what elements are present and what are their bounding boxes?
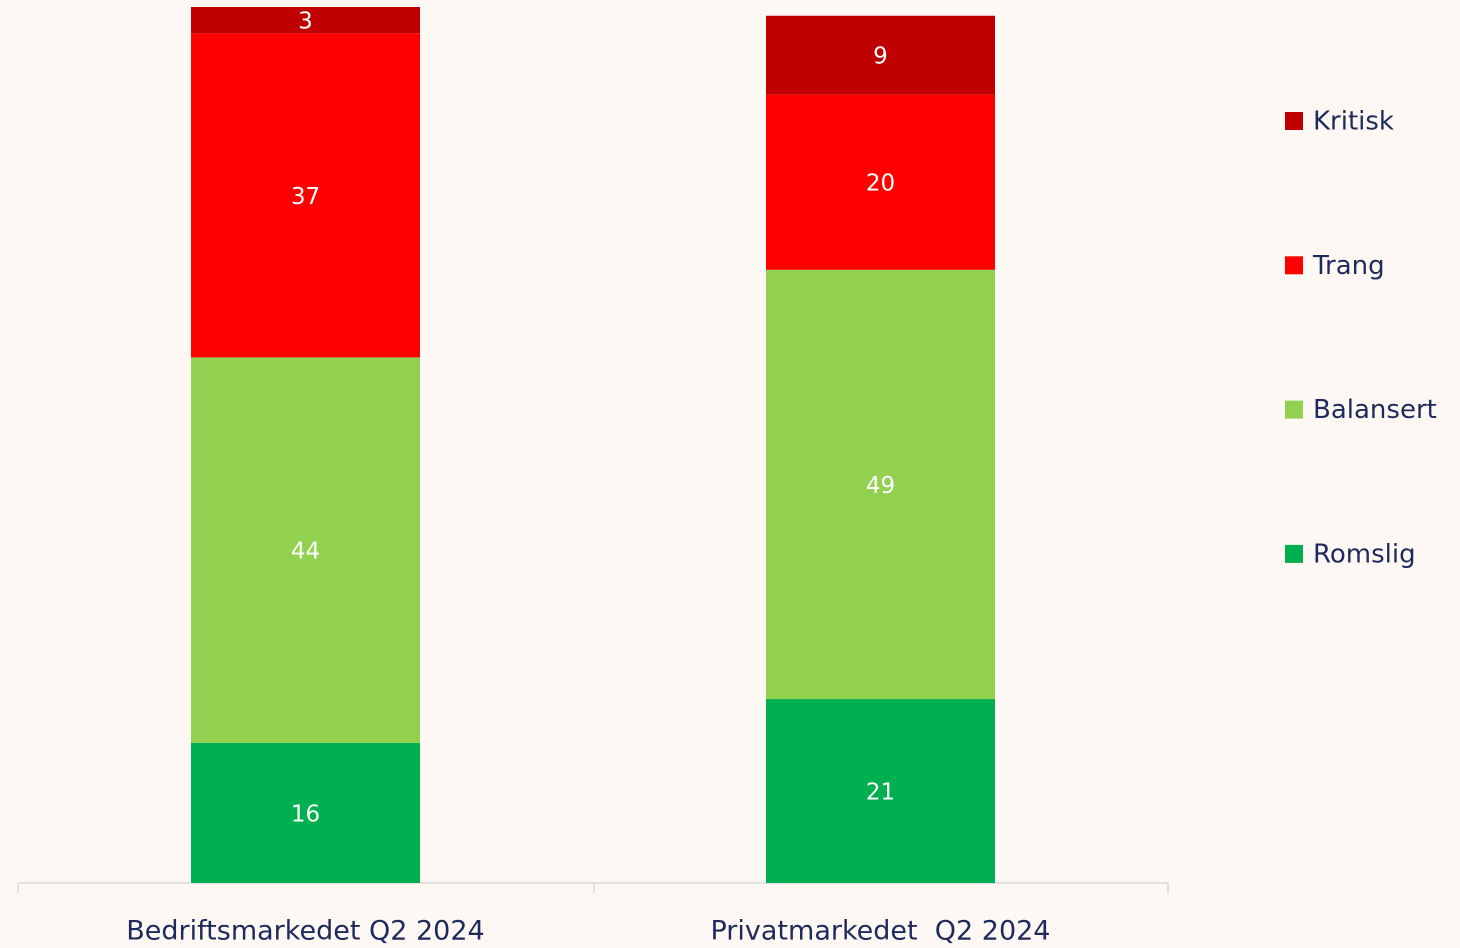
- legend-swatch: [1285, 112, 1303, 130]
- data-label: 20: [866, 171, 895, 197]
- bar-segment: [191, 33, 420, 358]
- x-tick-label: Bedriftsmarkedet Q2 2024: [126, 916, 484, 947]
- legend-label: Balansert: [1313, 395, 1437, 425]
- bar-segment: [191, 742, 420, 883]
- x-tick-label: Privatmarkedet Q2 2024: [711, 916, 1051, 947]
- bar-segment: [191, 357, 420, 743]
- data-label: 3: [298, 9, 313, 35]
- data-label: 21: [866, 780, 895, 806]
- data-label: 9: [873, 44, 888, 70]
- bar-segment: [766, 15, 995, 95]
- bar-segment: [766, 94, 995, 270]
- bar-segment: [191, 7, 420, 34]
- legend-label: Kritisk: [1313, 107, 1394, 137]
- bar-segment: [766, 699, 995, 883]
- data-label: 44: [291, 539, 320, 565]
- legend-swatch: [1285, 256, 1303, 275]
- data-label: 37: [291, 184, 320, 210]
- bar-segment: [766, 269, 995, 700]
- legend-swatch: [1285, 400, 1303, 419]
- legend-label: Trang: [1312, 251, 1385, 281]
- data-label: 49: [866, 473, 895, 499]
- legend-swatch: [1285, 544, 1303, 563]
- data-label: 16: [291, 801, 320, 827]
- legend-label: Romslig: [1313, 539, 1416, 569]
